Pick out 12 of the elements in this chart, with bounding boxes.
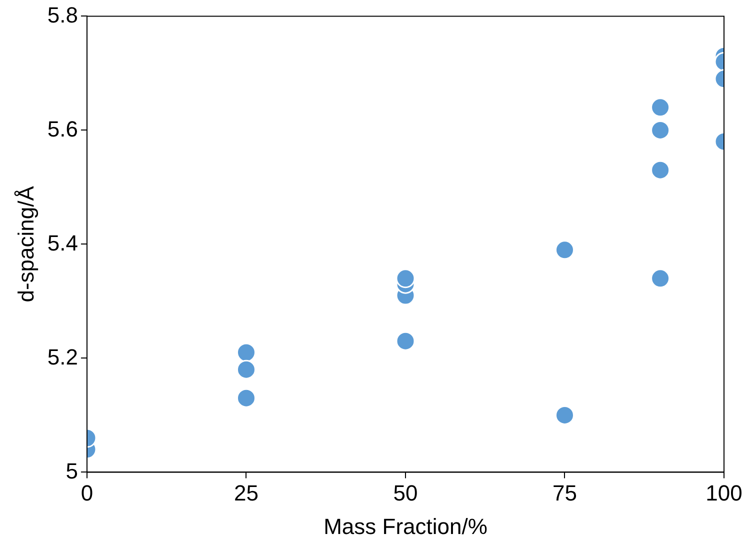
x-axis-title: Mass Fraction/% (324, 514, 488, 539)
y-tick-label: 5.4 (47, 230, 78, 256)
x-tick-label: 25 (234, 480, 258, 506)
x-tick-label: 50 (393, 480, 418, 506)
y-tick-label: 5.8 (47, 2, 78, 28)
x-tick-label: 75 (552, 480, 577, 506)
x-tick-label: 100 (706, 480, 742, 506)
y-tick-label: 5.2 (47, 344, 78, 370)
y-axis-title: d-spacing/Å (13, 186, 38, 302)
x-tick-label: 0 (80, 480, 94, 506)
y-tick-label: 5.6 (47, 116, 78, 142)
y-tick-label: 5 (66, 458, 78, 484)
